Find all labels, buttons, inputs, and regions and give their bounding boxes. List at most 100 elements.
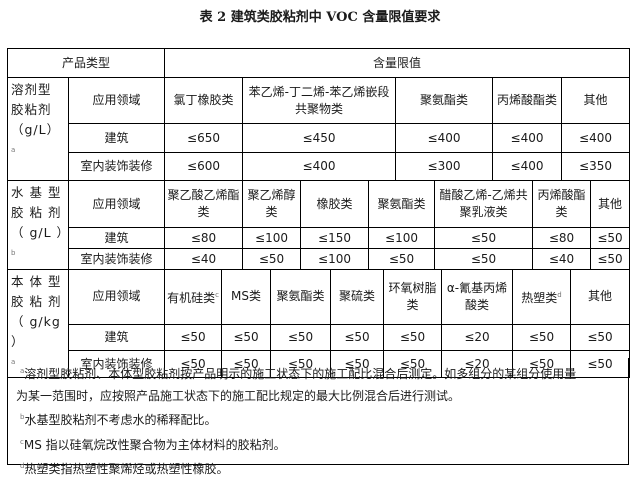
field-header: 应用领域 [68, 77, 165, 124]
limit-value: ≤350 [561, 152, 630, 181]
category-label: 其他 [597, 196, 622, 211]
category-label: 聚氨酯类 [419, 93, 468, 107]
table-row: 建筑 ≤80 ≤100 ≤150 ≤100 ≤50 ≤80 ≤50 [8, 227, 630, 249]
footnote: b水基型胶粘剂不考虑水的稀释配比。 [20, 407, 628, 432]
category-label: 环氧树脂类 [388, 280, 437, 312]
application-field: 建筑 [68, 323, 165, 352]
category-header: 醋酸乙烯-乙烯共聚乳液类 [434, 180, 533, 228]
footnote-text: MS 指以硅氧烷改性聚合物为主体材料的胶粘剂。 [23, 437, 286, 452]
category-header: 其他 [561, 77, 630, 124]
type-label-line: 本 体 型 [11, 274, 62, 289]
solvent-type-label: 溶剂型胶粘剂 （g/L） a [7, 77, 69, 181]
limit-value: ≤100 [368, 227, 435, 249]
column-header-row: 溶剂型 胶粘剂 （g/L） a 应用领域 氯丁橡胶类 苯乙烯-丁二烯-苯乙烯嵌段共聚物类 聚氨… [7, 77, 630, 181]
limit-value: ≤50 [590, 227, 630, 249]
category-label: 醋酸乙烯-乙烯共聚乳液类 [439, 188, 528, 219]
limit-value: ≤50 [383, 350, 442, 379]
application-field: 建筑 [68, 123, 165, 153]
footnote-text: 热塑类指热塑性聚烯烃或热塑性橡胶。 [24, 462, 229, 476]
footnote-mark: b [11, 249, 17, 257]
category-header: α-氰基丙烯酸类 [441, 269, 513, 325]
limit-value: ≤50 [383, 323, 442, 352]
limit-value: ≤50 [221, 350, 271, 379]
footnote-mark: b [20, 413, 25, 421]
type-label-line: 胶粘剂 [11, 102, 52, 117]
limit-value: ≤400 [492, 152, 562, 181]
category-header: 苯乙烯-丁二烯-苯乙烯嵌段共聚物类 [242, 77, 396, 124]
category-header: 环氧树脂类 [383, 269, 442, 325]
category-label: 其他 [587, 289, 612, 304]
footnote: a溶剂型胶粘剂、本体型胶粘剂按产品明示的施工状态下的施工配比混合后测定。如多组分… [20, 361, 628, 386]
table-row: 室内装饰装修 ≤600 ≤400 ≤300 ≤400 ≤350 [8, 152, 630, 181]
category-header: 聚氨酯类 [270, 269, 331, 325]
limit-value: ≤40 [164, 248, 243, 270]
type-label-line: 水 基 型 [11, 185, 62, 200]
category-label: 丙烯酸酯类 [537, 188, 586, 219]
footnote-text: 溶剂型胶粘剂、本体型胶粘剂按产品明示的施工状态下的施工配比混合后测定。如多组分的… [24, 367, 577, 381]
footnote-continuation: 为某一范围时，应按照产品施工状态下的施工配比规定的最大比例混合后进行测试。 [16, 388, 461, 403]
limit-value: ≤50 [434, 248, 533, 270]
category-header: 聚乙酸乙烯酯类 [164, 180, 243, 228]
limit-value: ≤450 [242, 123, 396, 153]
category-label: 其他 [583, 93, 608, 107]
limit-value: ≤400 [561, 123, 630, 153]
table-title: 表 2 建筑类胶粘剂中 VOC 含量限值要求 [199, 10, 441, 25]
category-label: MS类 [231, 289, 261, 304]
field-header: 应用领域 [68, 180, 165, 228]
footnotes: a溶剂型胶粘剂、本体型胶粘剂按产品明示的施工状态下的施工配比混合后测定。如多组分… [7, 358, 629, 476]
solvent-section: 溶剂型 胶粘剂 （g/L） a 应用领域 氯丁橡胶类 苯乙烯-丁二烯-苯乙烯嵌段共聚物类 聚氨… [7, 77, 630, 181]
type-label-line: （g/L） [11, 122, 61, 137]
limit-value: ≤50 [570, 323, 630, 352]
footnote-mark: a [11, 146, 17, 154]
category-header: 丙烯酸酯类 [532, 180, 591, 228]
category-header: 聚硫类 [330, 269, 384, 325]
category-label: 聚氨酯类 [377, 196, 426, 211]
limit-value: ≤80 [164, 227, 243, 249]
type-label-line: （ g/kg [11, 314, 61, 329]
category-header: 有机硅类c [164, 269, 222, 325]
footnote: cMS 指以硅氧烷改性聚合物为主体材料的胶粘剂。 [20, 432, 628, 457]
column-header-row: 水 基 型胶 粘 剂 （ g/L ） b 应用领域 聚乙酸乙烯酯类 聚乙烯醇类 橡胶类 聚氨酯… [7, 180, 630, 270]
type-label-line: 溶剂型 [11, 82, 52, 97]
limit-value: ≤400 [492, 123, 562, 153]
limit-value: ≤20 [441, 323, 513, 352]
limit-value: ≤80 [532, 227, 591, 249]
footnote-text: 水基型胶粘剂不考虑水的稀释配比。 [24, 413, 217, 427]
limit-value: ≤50 [434, 227, 533, 249]
application-field: 室内装饰装修 [68, 152, 165, 181]
category-header: 热塑类d [512, 269, 571, 325]
category-label: 丙烯酸酯类 [496, 93, 557, 107]
category-label: 有机硅类 [167, 290, 216, 305]
category-label: 聚氨酯类 [276, 289, 325, 304]
category-label: α-氰基丙烯酸类 [446, 280, 508, 312]
category-label: 橡胶类 [316, 196, 353, 211]
limit-value: ≤600 [164, 152, 243, 181]
field-header: 应用领域 [68, 269, 165, 325]
category-header: 聚氨酯类 [368, 180, 435, 228]
limit-value: ≤40 [532, 248, 591, 270]
limit-value: ≤20 [441, 350, 513, 379]
type-label-line: （ g/L ） [11, 225, 69, 240]
footnote-mark: c [20, 437, 24, 446]
limit-value: ≤50 [512, 323, 571, 352]
body-type-label: 本 体 型胶 粘 剂 （ g/kg ） a [7, 268, 69, 379]
category-label: 聚乙烯醇类 [247, 188, 296, 219]
footnote-mark: c [215, 290, 219, 299]
category-header: 丙烯酸酯类 [492, 77, 562, 124]
limit-value: ≤400 [242, 152, 396, 181]
table-row: 室内装饰装修 ≤50 ≤50 ≤50 ≤50 ≤50 ≤20 ≤50 ≤50 [8, 350, 630, 379]
footnote-mark: a [20, 367, 25, 375]
category-header: 其他 [570, 269, 630, 325]
limit-value: ≤300 [395, 152, 493, 181]
type-label-line: ） [11, 334, 25, 349]
footnote: d热塑类指热塑性聚烯烃或热塑性橡胶。 [20, 456, 628, 481]
limit-value: ≤50 [512, 350, 571, 379]
limit-value: ≤50 [164, 350, 222, 379]
category-label: 苯乙烯-丁二烯-苯乙烯嵌段共聚物类 [248, 84, 390, 116]
table-row: 建筑 ≤650 ≤450 ≤400 ≤400 ≤400 [8, 123, 630, 153]
limit-value: ≤50 [270, 350, 331, 379]
limit-value: ≤50 [221, 323, 271, 352]
body-section: 本 体 型胶 粘 剂 （ g/kg ） a 应用领域 有机硅类c MS类 聚氨酯类 聚硫类 环氧树… [7, 268, 630, 379]
header-table: 产品类型 含量限值 [7, 48, 630, 78]
limit-value: ≤100 [242, 227, 301, 249]
